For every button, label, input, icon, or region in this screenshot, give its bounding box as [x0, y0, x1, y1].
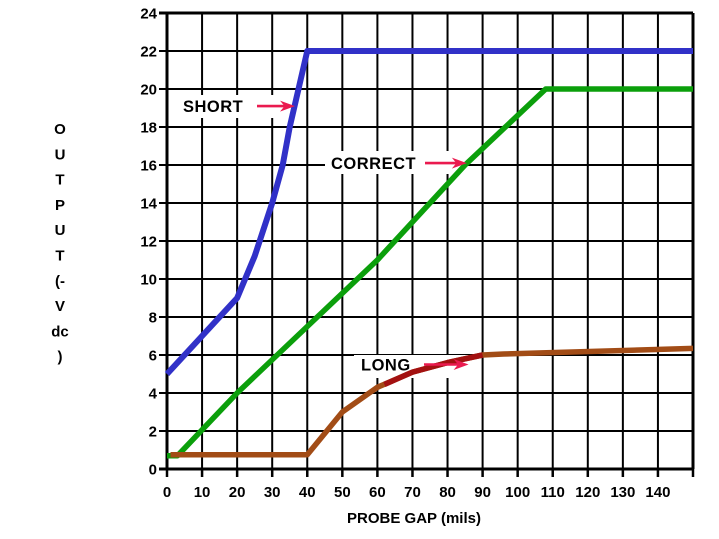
annotation-arrow-head-icon	[453, 359, 469, 370]
y-axis-title-char: )	[58, 349, 63, 366]
y-axis-title-char: T	[55, 248, 64, 265]
y-axis-title-char: dc	[51, 323, 69, 340]
series-line-short	[164, 48, 693, 377]
x-tick-label: 40	[299, 484, 316, 501]
y-tick-label: 14	[140, 196, 157, 213]
annotation-arrow-head-icon	[279, 100, 295, 112]
y-axis-title-char: T	[55, 172, 64, 189]
x-tick-label: 10	[194, 484, 211, 501]
y-tick-label: 8	[149, 310, 157, 327]
y-tick-label: 2	[149, 424, 157, 441]
y-tick-label: 10	[140, 272, 157, 289]
y-tick-label: 0	[149, 462, 157, 479]
series-line-long-overlay	[383, 352, 484, 387]
x-tick-label: 110	[541, 484, 565, 501]
y-tick-label: 12	[140, 234, 157, 251]
annotation-label: SHORT	[183, 98, 243, 116]
annotation-label-background	[354, 355, 471, 378]
x-tick-label: 100	[505, 484, 530, 501]
x-tick-label: 0	[163, 484, 171, 501]
x-tick-label: 120	[575, 484, 600, 501]
x-tick-label: 50	[334, 484, 351, 501]
x-tick-label: 90	[474, 484, 491, 501]
x-tick-label: 20	[229, 484, 246, 501]
y-axis-title-char: U	[55, 146, 66, 163]
annotation-label: CORRECT	[331, 155, 416, 173]
y-axis-title-char: U	[55, 222, 66, 239]
y-tick-label: 20	[140, 82, 157, 99]
x-tick-label: 140	[645, 484, 670, 501]
x-tick-label: 130	[610, 484, 635, 501]
annotation-label: LONG	[361, 357, 411, 375]
y-tick-label: 4	[149, 386, 158, 403]
y-tick-label: 18	[140, 120, 157, 137]
x-tick-label: 80	[439, 484, 456, 501]
annotation-label-background	[176, 95, 303, 118]
y-tick-label: 6	[149, 348, 157, 365]
x-tick-label: 30	[264, 484, 281, 501]
y-axis-title-char: (-	[55, 273, 65, 290]
y-tick-label: 16	[140, 158, 157, 175]
y-axis-title-char: P	[55, 197, 65, 214]
y-axis-title-char: V	[55, 298, 65, 315]
y-tick-label: 24	[140, 6, 157, 23]
annotation-arrow-head-icon	[451, 157, 467, 169]
y-axis-title-char: O	[54, 121, 66, 138]
y-tick-label: 22	[140, 44, 157, 61]
x-axis-title: PROBE GAP (mils)	[347, 510, 481, 527]
annotation-label-background	[325, 151, 468, 174]
x-tick-label: 60	[369, 484, 386, 501]
x-tick-label: 70	[404, 484, 421, 501]
